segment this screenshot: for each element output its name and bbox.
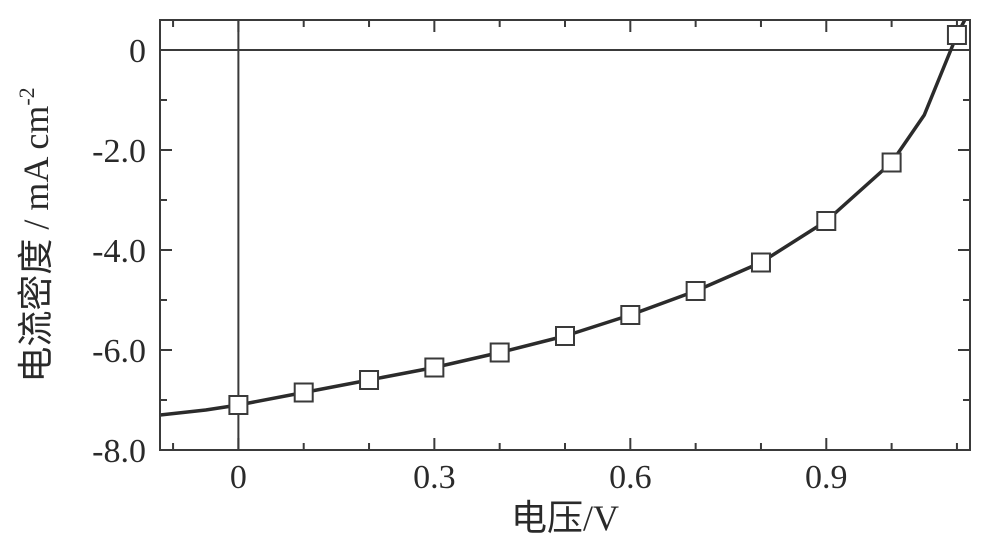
x-tick-label: 0.9 <box>805 459 848 496</box>
chart-svg: 0 0.3 0.6 0.9 -8.0 -6.0 -4.0 -2.0 0 电压/V 电流密度 / mA… <box>0 0 1000 534</box>
y-tick-label: -2.0 <box>92 133 146 170</box>
plot-area <box>160 20 970 450</box>
data-marker <box>883 154 901 172</box>
x-tick-label: 0.6 <box>609 459 652 496</box>
x-tick-label: 0.3 <box>413 459 456 496</box>
data-marker <box>229 396 247 414</box>
data-marker <box>948 26 966 44</box>
x-tick-label: 0 <box>230 459 247 496</box>
iv-curve-chart: 0 0.3 0.6 0.9 -8.0 -6.0 -4.0 -2.0 0 电压/V 电流密度 / mA… <box>0 0 1000 534</box>
y-tick-label: 0 <box>129 33 146 70</box>
data-marker <box>752 254 770 272</box>
data-marker <box>425 359 443 377</box>
data-marker <box>687 282 705 300</box>
data-marker <box>360 371 378 389</box>
data-marker <box>491 344 509 362</box>
data-marker <box>817 212 835 230</box>
y-axis-title: 电流密度 / mA cm-2 <box>14 87 56 382</box>
x-axis-title: 电压/V <box>511 498 619 534</box>
y-tick-label: -8.0 <box>92 433 146 470</box>
data-marker <box>295 384 313 402</box>
data-marker <box>556 327 574 345</box>
y-tick-label: -6.0 <box>92 333 146 370</box>
y-tick-label: -4.0 <box>92 233 146 270</box>
data-marker <box>621 306 639 324</box>
